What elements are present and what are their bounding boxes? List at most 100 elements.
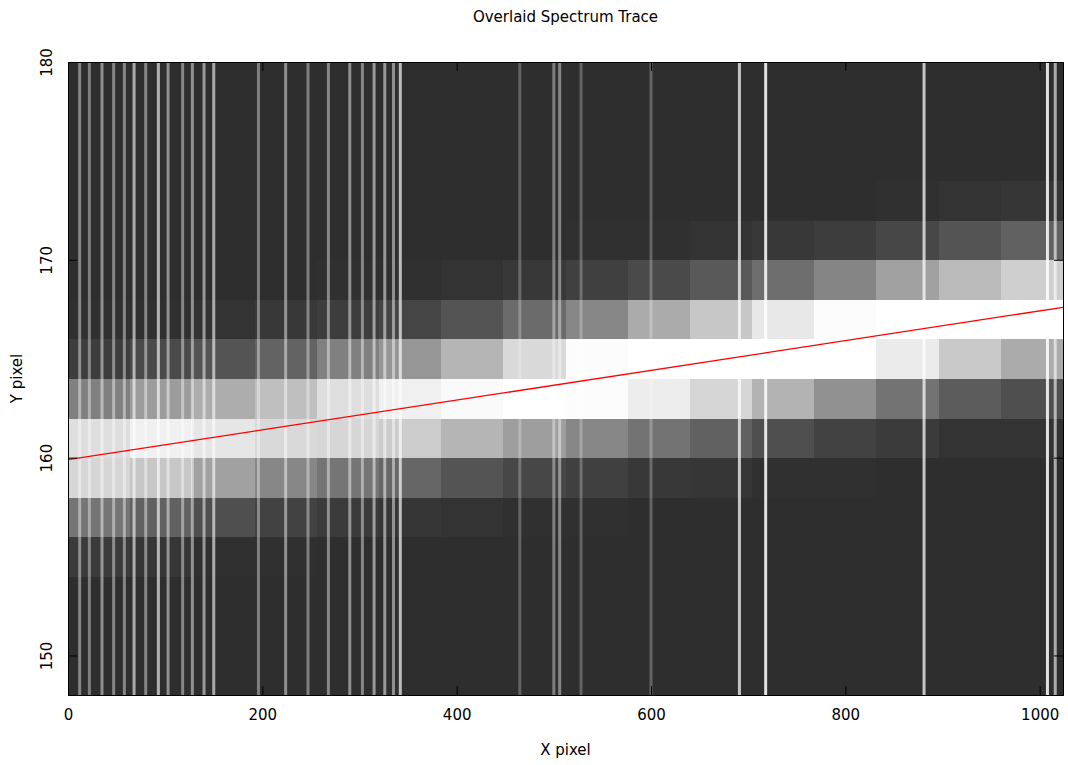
cell [317,299,380,339]
tick [1054,62,1063,63]
tick [651,62,652,71]
cell [566,141,629,181]
cell [379,260,442,300]
cell [441,62,504,102]
cell [814,260,877,300]
cell [566,379,629,419]
cell [68,458,131,498]
tick-label: 160 [38,444,56,473]
emission-line [1054,62,1057,695]
cell [628,379,691,419]
cell [68,576,131,616]
cell [1001,62,1063,102]
emission-line [552,62,555,695]
cell [628,62,691,102]
cell [939,497,1002,537]
cell [379,339,442,379]
tick-mark [457,686,458,695]
cell [876,616,939,656]
emission-line [348,62,351,695]
cell [814,576,877,616]
cell [939,655,1002,695]
cell [1001,102,1063,142]
cell [628,576,691,616]
cell [1001,379,1063,419]
cell [876,497,939,537]
tick [1054,655,1063,656]
x-axis-title: X pixel [540,741,591,759]
cell [441,458,504,498]
axis-line [69,686,1064,696]
cell [1001,418,1063,458]
cell [68,655,131,695]
tick-mark [651,686,652,695]
cell [1001,299,1063,339]
cell [690,418,753,458]
cell [752,537,815,577]
cell [628,220,691,260]
cell [566,339,629,379]
cell [628,458,691,498]
cell [1001,497,1063,537]
tick-mark [1040,686,1041,695]
cell [68,102,131,142]
cell [192,655,255,695]
cell [752,141,815,181]
tick-mark [1054,458,1063,459]
y-axis-right [1054,63,1064,696]
cell [441,497,504,537]
emission-line [133,62,136,695]
cell [752,497,815,537]
cell [628,102,691,142]
cell [379,418,442,458]
cell [503,576,566,616]
chart: 02004006008001000150160170180Overlaid Sp… [0,0,1068,765]
cell [876,62,939,102]
cell [192,141,255,181]
cell [814,655,877,695]
cell [566,497,629,537]
cell [192,102,255,142]
cell [503,181,566,221]
emission-line [399,62,402,695]
cell [379,497,442,537]
cell [752,458,815,498]
cell [379,102,442,142]
cell [441,576,504,616]
tick [1054,458,1063,459]
emission-line [123,62,126,695]
cell [752,220,815,260]
cell [317,62,380,102]
cell [503,418,566,458]
cell [939,141,1002,181]
cell [192,379,255,419]
x-axis: 02004006008001000 [64,686,1064,724]
cell [379,141,442,181]
cell [752,379,815,419]
cell [441,260,504,300]
cell [503,458,566,498]
cell [317,537,380,577]
cell [628,418,691,458]
emission-line [764,62,767,695]
emission-line [191,62,194,695]
cell [690,299,753,339]
cell [1001,616,1063,656]
cell [68,141,131,181]
cell [690,576,753,616]
cell [752,181,815,221]
cell [814,497,877,537]
tick-label: 200 [249,706,278,724]
cell [441,220,504,260]
emission-line [181,62,184,695]
cells [68,62,1063,695]
cell [690,102,753,142]
cell [317,339,380,379]
cell [752,576,815,616]
cell [690,537,753,577]
cell [566,181,629,221]
cell [566,102,629,142]
cell [876,339,939,379]
emission-line [284,62,287,695]
tick: 150 [38,642,77,671]
